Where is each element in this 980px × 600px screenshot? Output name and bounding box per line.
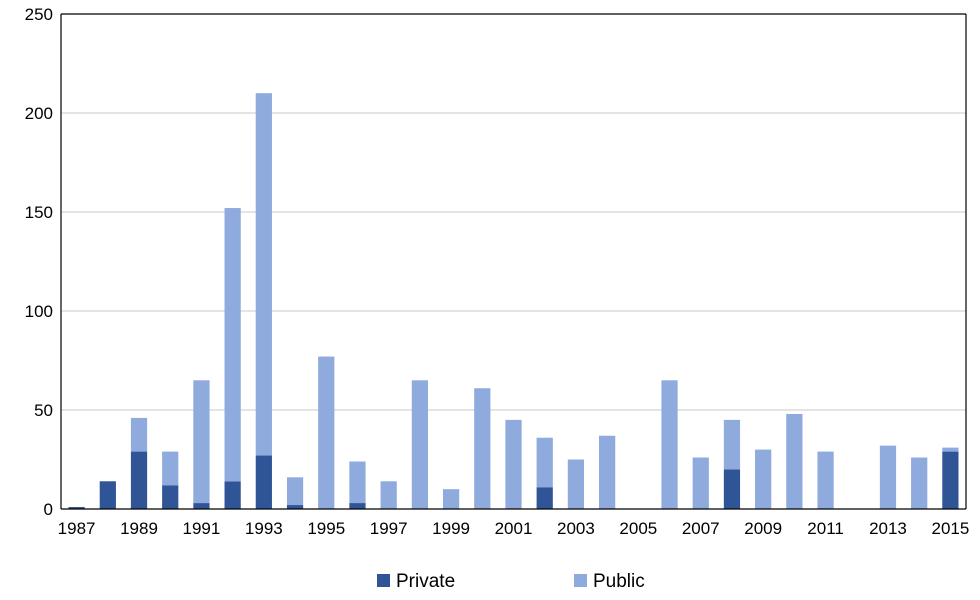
- x-tick-label: 2011: [807, 519, 844, 538]
- y-tick-labels: 0 50 100 150 200 250: [25, 5, 53, 519]
- bar-private-1990: [162, 485, 179, 509]
- legend-label-private: Private: [396, 571, 455, 592]
- bar-private-2008: [723, 469, 741, 509]
- bar-public-2010: [786, 413, 803, 509]
- bar-public-2015: [942, 447, 959, 452]
- x-tick-label: 1991: [183, 519, 221, 538]
- y-tick-label: 50: [34, 401, 53, 420]
- x-tick-label: 1997: [370, 519, 408, 538]
- bar-public-1995: [318, 356, 335, 509]
- x-tick-labels: 1987 1989 1991 1993 1995 1997 1999 2001 2003 2005…: [58, 519, 970, 538]
- y-tick-label: 150: [25, 203, 53, 222]
- x-tick-label: 2001: [495, 519, 533, 538]
- bar-private-2002: [536, 487, 553, 509]
- y-tick-label: 200: [25, 104, 53, 123]
- gridlines: [61, 13, 966, 411]
- bar-private-1987: [68, 507, 85, 509]
- bar-private-1993: [255, 455, 272, 509]
- bar-private-1988: [99, 481, 116, 509]
- bar-public-1996: [349, 461, 366, 504]
- x-tick-label: 1993: [245, 519, 283, 538]
- axes: [60, 13, 967, 510]
- bar-private-2015: [942, 451, 959, 509]
- bar-private-1991: [193, 503, 210, 509]
- bar-private-1992: [224, 481, 241, 509]
- bar-public-2003: [567, 459, 585, 509]
- bar-public-2001: [505, 419, 522, 509]
- x-tick-label: 1995: [307, 519, 345, 538]
- bar-public-2014: [911, 457, 928, 509]
- bar-public-2007: [692, 457, 709, 509]
- x-tick-label: 2015: [931, 519, 969, 538]
- bar-public-1993: [255, 93, 272, 456]
- bar-public-1999: [442, 489, 460, 509]
- legend-label-public: Public: [593, 571, 645, 592]
- bar-public-2002: [536, 437, 553, 488]
- bar-public-1994: [286, 477, 304, 506]
- bar-public-2000: [474, 388, 491, 509]
- x-tick-label: 1987: [58, 519, 96, 538]
- bar-public-2009: [755, 449, 772, 509]
- x-tick-label: 2013: [869, 519, 907, 538]
- x-tick-label: 2007: [682, 519, 720, 538]
- bar-public-2011: [817, 451, 834, 509]
- bar-public-2013: [879, 445, 897, 509]
- x-tick-label: 1989: [120, 519, 158, 538]
- bar-public-1989: [130, 417, 148, 452]
- bar-public-1998: [411, 380, 428, 509]
- legend-swatch-public: [574, 574, 587, 587]
- bar-public-2008: [723, 419, 741, 470]
- bar-private-1989: [130, 451, 148, 509]
- bar-private-1996: [349, 503, 366, 509]
- bar-public-2006: [661, 380, 678, 509]
- bar-public-1991: [193, 380, 210, 504]
- bar-public-1992: [224, 208, 241, 482]
- bar-private-1994: [286, 505, 304, 509]
- bars: [68, 93, 959, 509]
- legend: Private Public: [377, 571, 645, 592]
- y-tick-label: 100: [25, 302, 53, 321]
- x-tick-label: 2009: [744, 519, 782, 538]
- bar-public-2004: [599, 435, 616, 509]
- bar-public-1997: [380, 481, 397, 509]
- y-tick-label: 0: [44, 500, 53, 519]
- y-tick-label: 250: [25, 5, 53, 24]
- x-tick-label: 1999: [432, 519, 470, 538]
- bar-public-1990: [162, 451, 179, 486]
- x-tick-label: 2003: [557, 519, 595, 538]
- legend-swatch-private: [377, 574, 390, 587]
- x-tick-label: 2005: [619, 519, 657, 538]
